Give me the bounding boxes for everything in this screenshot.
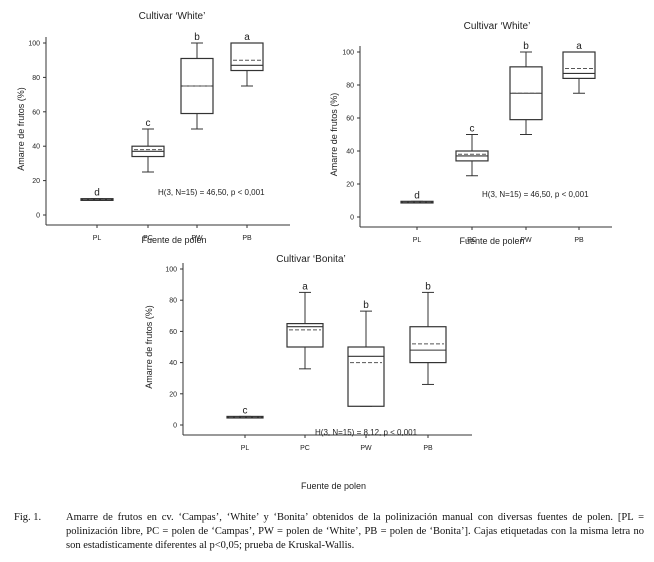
box-pw: b [180,32,214,130]
y-tick-label: 0 [173,423,177,430]
y-tick-label: 0 [36,213,40,220]
y-tick-label: 60 [32,109,40,116]
y-tick-label: 20 [32,178,40,185]
caption-label: Fig. 1. [14,512,42,523]
kruskal-wallis-annotation: H(3, N=15) = 46,50, p < 0,001 [482,190,589,199]
box-pc: c [455,124,489,177]
y-tick-label: 100 [342,50,354,57]
y-tick-label: 100 [165,267,177,274]
chart-1: Cultivar ‘White’ 0 20 40 60 80 100 Amarre de fr… [16,11,290,245]
x-tick-label: PW [360,445,372,452]
x-tick-label: PL [241,445,250,452]
figure-canvas: Cultivar ‘White’ 0 20 40 60 80 100 Amarre de fr… [16,11,612,491]
significance-letter: c [243,405,248,416]
box-pl: d [80,188,114,201]
box-pc: c [131,118,165,173]
chart-3: Cultivar ‘Bonita’ 0 20 40 60 80 100 Amarre de f… [144,254,472,491]
y-tick-label: 80 [346,83,354,90]
box-pl: d [400,190,434,204]
x-tick-label: PC [143,235,153,242]
chart-title: Cultivar ‘Bonita’ [276,254,345,265]
y-axis-label: Amarre de frutos (%) [329,93,339,177]
box-iqr [562,51,596,79]
x-tick-label: PL [413,237,422,244]
box-pw: b [509,41,543,135]
significance-letter: a [244,32,250,43]
y-tick-label: 80 [32,75,40,82]
box-pb: a [230,32,264,87]
significance-letter: a [302,281,308,292]
significance-letter: a [576,41,582,52]
kruskal-wallis-annotation: H(3, N=15) = 8,12, p < 0,001 [315,428,418,437]
x-axis-label: Fuente de polen [301,481,366,491]
y-tick-label: 40 [169,360,177,367]
x-axis-label: Fuente de polen [141,235,206,245]
significance-letter: b [425,281,431,292]
y-tick-label: 0 [350,215,354,222]
box-pw: b [347,300,385,407]
significance-letter: c [146,118,151,129]
chart-title: Cultivar ‘White’ [139,11,206,22]
x-tick-label: PB [242,235,252,242]
box-iqr [230,42,264,72]
significance-letter: b [523,41,529,52]
y-axis-label: Amarre de frutos (%) [144,305,154,389]
significance-letter: c [470,124,475,135]
y-tick-label: 20 [169,391,177,398]
y-tick-label: 40 [32,144,40,151]
y-axis-label: Amarre de frutos (%) [16,87,26,171]
box-pb: b [409,281,447,385]
box-iqr [409,326,447,364]
box-pc: a [286,281,324,370]
x-tick-label: PW [520,237,532,244]
y-tick-label: 60 [346,116,354,123]
x-tick-label: PL [93,235,102,242]
x-tick-label: PC [300,445,310,452]
x-tick-label: PB [574,237,584,244]
y-tick-label: 100 [28,41,40,48]
box-pb: a [562,41,596,94]
significance-letter: d [414,190,420,201]
x-tick-label: PW [191,235,203,242]
x-tick-label: PB [423,445,433,452]
kruskal-wallis-annotation: H(3, N=15) = 46,50, p < 0,001 [158,188,265,197]
y-tick-label: 40 [346,149,354,156]
box-pl: c [226,405,264,419]
significance-letter: b [194,32,200,43]
x-axis-label: Fuente de polen [459,236,524,246]
significance-letter: d [94,188,100,199]
y-tick-label: 20 [346,182,354,189]
y-tick-label: 80 [169,298,177,305]
caption-text: Amarre de frutos en cv. ‘Campas’, ‘White… [66,512,644,551]
chart-title: Cultivar ‘White’ [464,21,531,32]
x-tick-label: PC [467,237,477,244]
y-tick-label: 60 [169,329,177,336]
chart-2: Cultivar ‘White’ 0 20 40 60 80 100 Amarre de fr… [329,21,612,246]
significance-letter: b [363,300,369,311]
